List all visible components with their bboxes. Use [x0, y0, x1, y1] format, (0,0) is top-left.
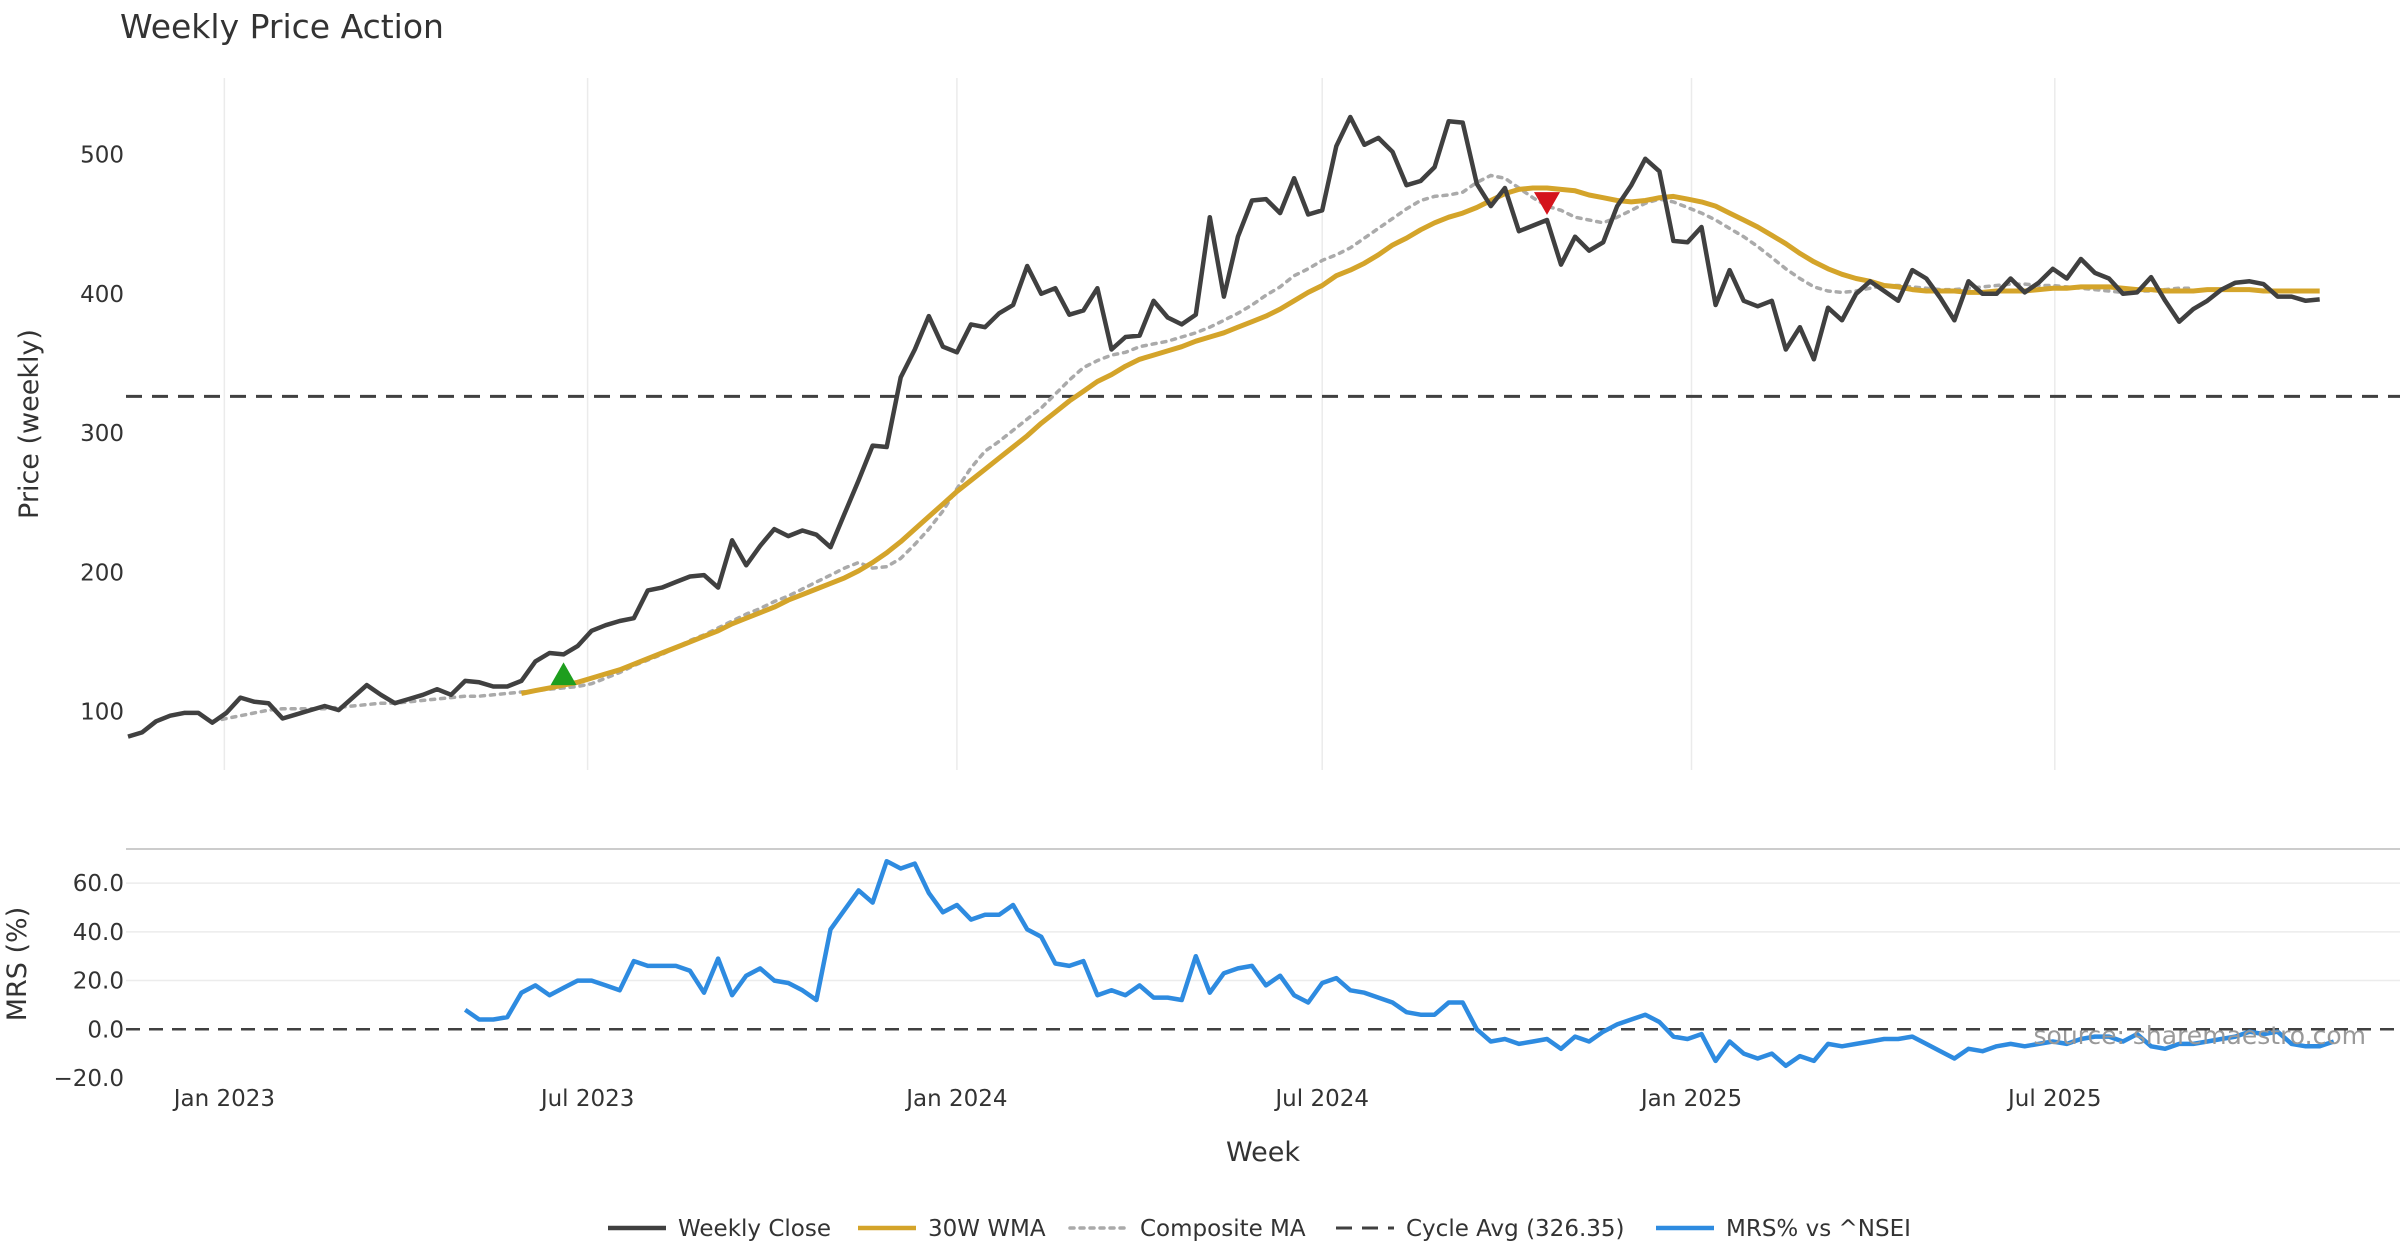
- legend-label: Cycle Avg (326.35): [1406, 1216, 1625, 1242]
- x-tick-label: Jul 2023: [539, 1086, 635, 1112]
- price-y-tick-label: 200: [80, 560, 124, 586]
- legend-label: MRS% vs ^NSEI: [1726, 1216, 1911, 1242]
- price-y-axis-label: Price (weekly): [14, 329, 45, 519]
- x-tick-label: Jan 2023: [172, 1086, 275, 1112]
- mrs-y-tick-label: 40.0: [73, 920, 124, 946]
- price-y-ticks: 100 200 300 400 500: [80, 143, 124, 726]
- price-y-tick-label: 500: [80, 143, 124, 169]
- price-y-tick-label: 100: [80, 700, 124, 726]
- mrs-grid: [126, 848, 2400, 982]
- x-tick-label: Jan 2024: [904, 1086, 1007, 1112]
- buy-signal-marker: [550, 662, 577, 686]
- legend: Weekly Close 30W WMA Composite MA Cycle Avg…: [608, 1216, 1911, 1242]
- x-tick-label: Jul 2025: [2006, 1086, 2102, 1112]
- mrs-y-tick-label: 60.0: [73, 871, 124, 897]
- weekly-close-line: [127, 114, 2320, 739]
- mrs-y-ticks: 60.0 40.0 20.0 0.0 −20.0: [54, 871, 124, 1092]
- mrs-line: [463, 858, 2335, 1069]
- source-watermark: source: sharemaestro.com: [2034, 1021, 2367, 1050]
- price-y-tick-label: 400: [80, 282, 124, 308]
- legend-label: Composite MA: [1140, 1216, 1306, 1242]
- mrs-y-axis-label: MRS (%): [2, 907, 33, 1022]
- x-tick-label: Jan 2025: [1639, 1086, 1742, 1112]
- chart-title: Weekly Price Action: [120, 7, 444, 46]
- mrs-y-tick-label: 20.0: [73, 969, 124, 995]
- legend-label: 30W WMA: [928, 1216, 1046, 1242]
- legend-label: Weekly Close: [678, 1216, 831, 1242]
- mrs-series: [126, 858, 2400, 1069]
- x-tick-label: Jul 2024: [1273, 1086, 1369, 1112]
- price-grid: [223, 78, 2056, 770]
- x-ticks: Jan 2023 Jul 2023 Jan 2024 Jul 2024 Jan 2025…: [172, 1086, 2102, 1112]
- mrs-y-tick-label: −20.0: [54, 1066, 124, 1092]
- mrs-y-tick-label: 0.0: [87, 1017, 124, 1043]
- wma-line: [520, 185, 2320, 696]
- x-axis-label: Week: [1226, 1137, 1300, 1168]
- sell-signal-marker: [1533, 192, 1560, 215]
- price-series: [126, 114, 2400, 739]
- price-y-tick-label: 300: [80, 421, 124, 447]
- signal-markers: [550, 192, 1560, 686]
